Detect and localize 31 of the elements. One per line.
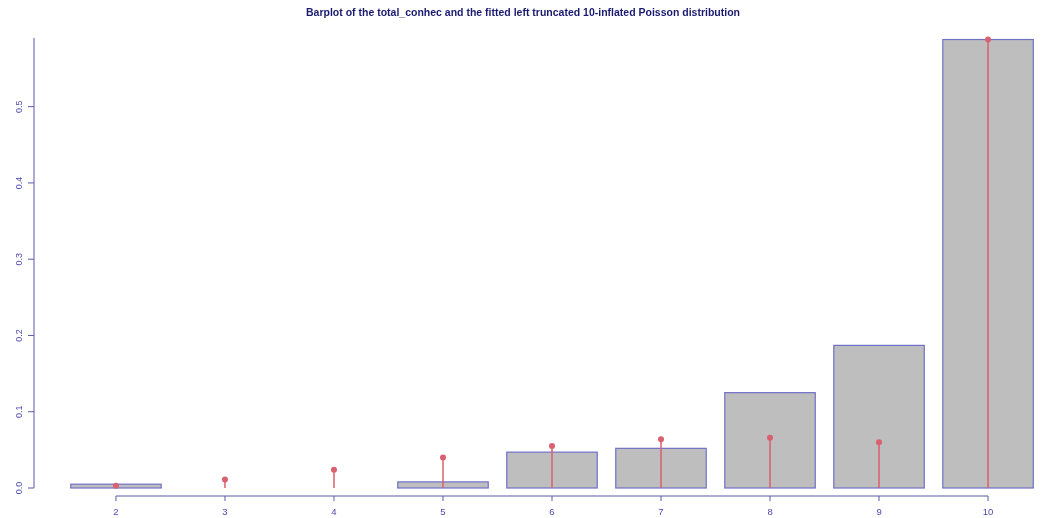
x-tick-label: 3 [222,506,228,517]
x-tick-label: 5 [440,506,446,517]
bar [615,447,707,489]
x-tick-label: 8 [767,506,773,517]
x-tick-label: 4 [331,506,337,517]
point [221,476,228,483]
y-tick-label: 0.4 [14,176,24,190]
y-tick-label: 0.5 [14,100,24,113]
y-tick-label: 0.1 [14,405,24,418]
point [439,454,446,461]
point [876,439,883,446]
bar [942,38,1034,489]
point [985,36,992,43]
x-tick-label: 2 [113,506,119,517]
bar [724,392,816,489]
y-tick-label: 0.3 [14,252,24,266]
bar [70,483,162,489]
y-tick-label: 0.2 [14,329,24,342]
bar [506,451,598,489]
bar [833,344,925,489]
chart-title: Barplot of the total_conhec and the fitted left truncated 10-inflated Poisson distribution [305,6,741,18]
x-tick-label: 7 [658,506,664,517]
point [658,436,665,443]
point [767,434,774,441]
x-tick-label: 9 [876,506,882,517]
point [330,466,337,473]
point [549,443,555,450]
x-tick-label: 10 [982,506,994,517]
bar [397,481,489,489]
x-tick-label: 6 [549,506,555,517]
y-tick-label: 0.0 [14,481,24,495]
